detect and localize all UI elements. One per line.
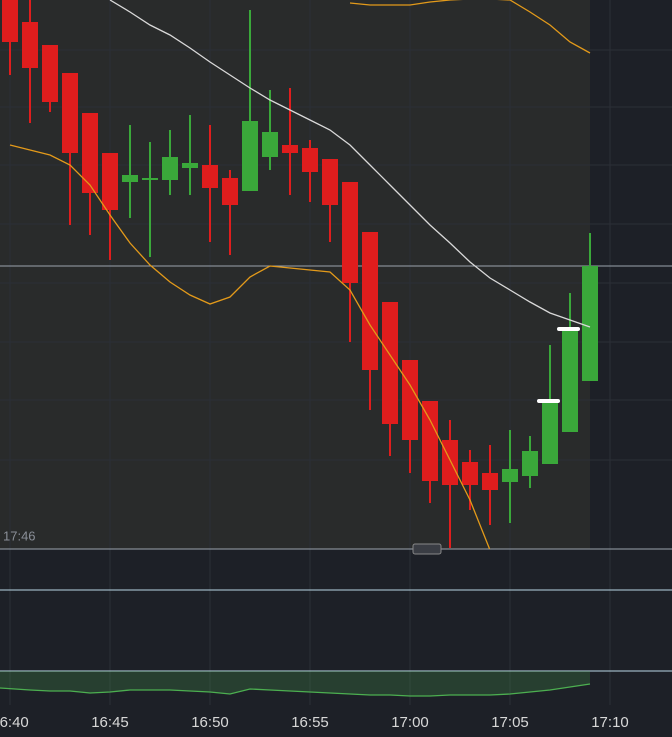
candle-body	[82, 113, 98, 193]
candle-body	[462, 462, 478, 485]
x-tick-label: 16:45	[91, 714, 129, 731]
candle-body	[142, 178, 158, 180]
x-tick-label: 16:50	[191, 714, 229, 731]
candle-body	[182, 163, 198, 168]
candle-body	[282, 145, 298, 153]
candle-body	[362, 232, 378, 370]
candle-body	[22, 22, 38, 68]
candle-body	[562, 329, 578, 432]
candle-body	[102, 153, 118, 210]
candle-body	[162, 157, 178, 180]
overlay-line	[109, 0, 591, 328]
x-tick-label: 17:05	[491, 714, 529, 731]
candle-body	[2, 0, 18, 42]
candle-body	[582, 266, 598, 381]
x-tick-label: 17:00	[391, 714, 429, 731]
indicator-line	[0, 683, 591, 697]
candle-body	[342, 182, 358, 283]
candle-body	[122, 175, 138, 182]
candle-body	[202, 165, 218, 188]
candle-body	[442, 440, 458, 485]
scroll-handle[interactable]	[412, 543, 442, 555]
candle-body	[42, 45, 58, 102]
candle-body	[542, 401, 558, 464]
candle-body	[302, 148, 318, 172]
candle-body	[262, 132, 278, 157]
candle-body	[322, 159, 338, 205]
overlay-line	[9, 144, 491, 549]
candle-body	[522, 451, 538, 476]
x-tick-label: 16:40	[0, 714, 29, 731]
overlay-line	[349, 0, 591, 54]
candle-body	[422, 401, 438, 481]
candle-body	[62, 73, 78, 153]
candle-body	[482, 473, 498, 490]
x-tick-label: 16:55	[291, 714, 329, 731]
candle-body	[222, 178, 238, 205]
session-area	[0, 0, 590, 549]
candle-body	[502, 469, 518, 482]
time-label: 17:46	[3, 528, 36, 543]
candle-body	[242, 121, 258, 191]
x-tick-label: 17:10	[591, 714, 629, 731]
candle-body	[382, 302, 398, 424]
candle-body	[402, 360, 418, 440]
